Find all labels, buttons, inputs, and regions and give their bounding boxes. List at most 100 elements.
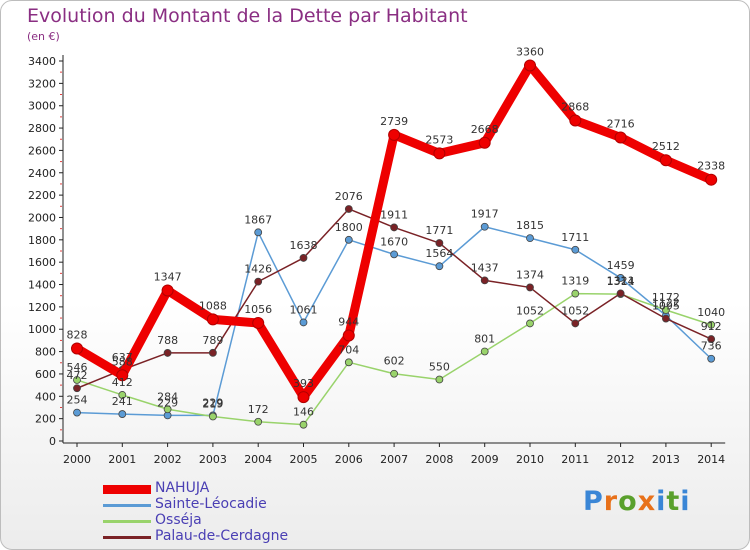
data-label: 1711 (561, 231, 589, 244)
data-label: 1459 (607, 259, 635, 272)
data-point (524, 59, 536, 72)
axes: 0 200 400 600 800 1000 1200 1400 1600 1800 2000 220… (28, 55, 726, 466)
data-point (662, 306, 670, 314)
data-label: 1917 (471, 208, 499, 221)
data-label: 1867 (244, 213, 272, 226)
data-label: 1056 (244, 303, 272, 316)
y-tick-label: 1000 (28, 323, 56, 336)
x-tick-label: 2003 (199, 453, 227, 466)
data-label: 229 (157, 396, 178, 409)
data-point (480, 347, 489, 356)
data-point (344, 358, 353, 367)
data-label: 736 (701, 340, 722, 353)
data-label: 1040 (697, 306, 725, 319)
x-tick-label: 2014 (697, 453, 725, 466)
data-label: 172 (248, 403, 269, 416)
y-tick-label: 1800 (28, 234, 56, 247)
data-point (299, 254, 308, 262)
data-point (707, 320, 716, 329)
data-point (206, 313, 219, 326)
data-label: 828 (67, 328, 88, 341)
data-point (569, 114, 582, 127)
data-point (163, 349, 172, 357)
y-tick-label: 0 (49, 435, 56, 448)
data-label: 229 (202, 396, 223, 409)
data-label: 1314 (607, 275, 635, 288)
data-label: 1347 (154, 270, 182, 283)
data-label: 1800 (335, 221, 363, 234)
logo-letter: x (637, 486, 657, 517)
data-point (252, 316, 265, 329)
data-point (73, 408, 81, 417)
data-point (662, 314, 670, 323)
y-tick-label: 400 (35, 390, 56, 403)
data-point (73, 384, 81, 393)
data-point (390, 250, 399, 259)
data-point (71, 342, 83, 355)
data-point (480, 276, 489, 285)
data-label: 254 (67, 394, 88, 407)
data-label: 550 (429, 361, 450, 374)
data-point (478, 136, 491, 149)
data-point (571, 245, 580, 254)
legend-label: NAHUJA (155, 480, 210, 496)
data-label: 2076 (335, 190, 363, 203)
y-tick-label: 3400 (28, 55, 56, 68)
data-point (254, 277, 263, 286)
data-label: 704 (338, 343, 359, 356)
data-point (299, 318, 308, 327)
data-point (118, 391, 127, 399)
data-label: 472 (67, 369, 88, 382)
data-label: 1321 (607, 274, 635, 287)
legend-swatch (103, 485, 151, 494)
data-point (116, 369, 129, 382)
data-point (707, 354, 716, 363)
y-tick-label: 600 (35, 368, 56, 381)
data-point (208, 348, 217, 357)
data-label: 788 (157, 334, 178, 347)
data-label: 3360 (516, 45, 544, 58)
chart-title: Evolution du Montant de la Dette par Hab… (27, 5, 468, 27)
x-tick-label: 2005 (290, 453, 318, 466)
data-point (344, 235, 353, 244)
data-point (388, 128, 401, 141)
data-label: 1088 (199, 299, 227, 312)
logo-letter: i (656, 486, 667, 517)
data-label: 1374 (516, 268, 544, 281)
legend-item: Palau-de-Cerdagne (103, 528, 363, 545)
logo-letter: r (603, 486, 619, 517)
data-point (571, 289, 580, 298)
data-label: 1815 (516, 219, 544, 232)
y-tick-label: 200 (35, 413, 56, 426)
data-label: 944 (338, 315, 359, 328)
data-label: 2573 (425, 133, 453, 146)
data-label: 1052 (561, 304, 589, 317)
data-point (342, 329, 355, 342)
x-tick-label: 2000 (63, 453, 91, 466)
data-label: 219 (202, 398, 223, 411)
data-point (435, 262, 444, 271)
data-point (73, 376, 81, 384)
data-point (526, 283, 534, 292)
data-point (433, 147, 446, 160)
data-point (163, 405, 172, 414)
data-label: 1771 (425, 224, 453, 237)
data-label: 801 (474, 332, 495, 345)
x-tick-label: 2006 (335, 453, 363, 466)
x-tick-label: 2010 (516, 453, 544, 466)
y-tick-label: 2000 (28, 211, 56, 224)
x-tick-label: 2009 (471, 453, 499, 466)
y-tick-label: 2600 (28, 144, 56, 157)
y-tick-label: 1200 (28, 301, 56, 314)
x-tick-label: 2012 (607, 453, 635, 466)
data-label: 602 (384, 355, 405, 368)
data-label: 912 (701, 320, 722, 333)
data-label: 1095 (652, 300, 680, 313)
y-tick-label: 1600 (28, 256, 56, 269)
data-label: 1437 (471, 261, 499, 274)
proxiti-logo: Proxiti (583, 486, 691, 517)
data-point (526, 319, 534, 328)
data-point (344, 205, 353, 213)
y-tick-label: 800 (35, 346, 56, 359)
